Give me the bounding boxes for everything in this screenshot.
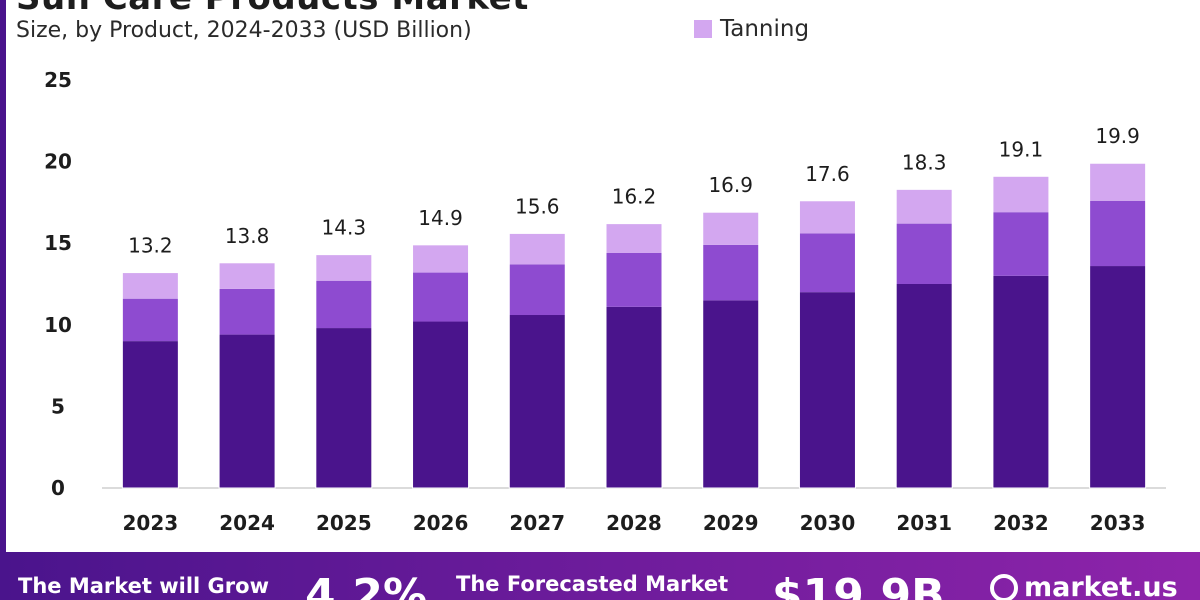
bar-segment	[1089, 163, 1146, 201]
bar-total-label: 15.6	[515, 194, 560, 218]
x-tick-label: 2027	[509, 511, 565, 535]
bar-segment	[896, 284, 953, 488]
bar-segment	[219, 334, 276, 488]
legend: Tanning	[694, 16, 809, 42]
bar-segment	[606, 252, 662, 307]
bar-segment	[122, 341, 179, 488]
bar-segment	[315, 328, 372, 488]
bar-total-label: 19.9	[1095, 124, 1140, 148]
x-tick-label: 2032	[993, 511, 1049, 535]
bar-segment	[702, 300, 759, 488]
y-tick-label: 15	[44, 231, 72, 255]
bar-total-label: 14.9	[418, 206, 463, 230]
bar-total-label: 16.9	[708, 173, 753, 197]
x-tick-label: 2025	[316, 511, 372, 535]
x-tick-label: 2024	[219, 511, 275, 535]
bar-total-label: 18.3	[902, 150, 947, 174]
x-tick-label: 2033	[1090, 511, 1146, 535]
bar-outline	[218, 262, 276, 489]
bar-segment	[412, 244, 469, 273]
bar-segment	[412, 321, 469, 488]
bar-segment	[702, 212, 759, 245]
bar-outline	[992, 175, 1050, 489]
footer-banner: The Market will Grow 4.2% The Forecasted…	[0, 552, 1200, 600]
bar-segment	[509, 264, 566, 316]
bar-segment	[702, 244, 759, 301]
bar-segment	[412, 272, 469, 322]
legend-swatch-tanning	[694, 20, 712, 38]
x-tick-label: 2031	[896, 511, 952, 535]
y-tick-label: 0	[51, 476, 65, 500]
footer-market-value: $19.9B	[772, 570, 945, 600]
chart-subtitle: Size, by Product, 2024-2033 (USD Billion…	[16, 18, 472, 43]
bar-total-label: 13.8	[225, 224, 270, 248]
bar-outline	[121, 272, 179, 489]
bar-outline	[315, 254, 373, 489]
x-tick-label: 2029	[703, 511, 759, 535]
x-axis-ticks: 2023 2024 2025 2026 2027 2028 2029 2030 2031 2032…	[123, 511, 1146, 535]
x-tick-label: 2028	[606, 511, 662, 535]
left-accent-bar	[0, 0, 6, 552]
bar-total-label: 14.3	[322, 216, 367, 240]
brand-logo-icon	[990, 573, 1018, 600]
bar-segment	[315, 280, 372, 329]
bar-total-label: 16.2	[612, 185, 657, 209]
chart-title: Sun Care Products Market	[16, 0, 529, 18]
bar-outline	[1089, 162, 1147, 489]
y-tick-label: 5	[51, 394, 65, 418]
bar-segment	[1089, 266, 1146, 488]
x-tick-label: 2026	[413, 511, 469, 535]
footer-grow-text: The Market will Grow	[18, 574, 269, 598]
y-tick-label: 25	[44, 68, 72, 92]
bar-segment	[896, 189, 953, 224]
x-tick-label: 2030	[800, 511, 856, 535]
bar-outline	[702, 211, 760, 489]
footer-forecast-text: The Forecasted Market	[456, 572, 729, 596]
bar-segment	[219, 262, 276, 289]
x-tick-label: 2023	[123, 511, 179, 535]
y-tick-label: 10	[44, 313, 72, 337]
bar-segment	[799, 200, 856, 234]
y-axis-ticks: 0 5 10 15 20 25	[44, 68, 72, 500]
bar-outline	[798, 200, 856, 489]
total-labels: 13.2 13.8 14.3 14.9 15.6 16.2 16.9 17.6 18.3 19.1…	[128, 124, 1140, 257]
bar-total-label: 19.1	[999, 137, 1044, 161]
bar-segment	[219, 288, 276, 335]
bar-segment	[509, 315, 566, 488]
bar-total-label: 13.2	[128, 234, 173, 258]
bar-segment	[122, 298, 179, 342]
bar-outline	[508, 232, 566, 489]
bar-total-label: 17.6	[805, 162, 850, 186]
footer-brand: market.us	[990, 572, 1178, 600]
bar-segment	[315, 254, 372, 281]
footer-cagr-value: 4.2%	[305, 570, 428, 600]
bar-segment	[122, 272, 179, 299]
legend-label-tanning: Tanning	[720, 16, 810, 42]
bar-segment	[1089, 200, 1146, 267]
bar-outline	[895, 188, 953, 489]
y-tick-label: 20	[44, 150, 72, 174]
bar-segment	[992, 176, 1049, 213]
bar-outline	[412, 244, 470, 489]
bar-series	[121, 162, 1147, 489]
bar-segment	[992, 275, 1049, 488]
bar-segment	[799, 292, 856, 488]
bar-segment	[896, 223, 953, 284]
footer-brand-text: market.us	[1024, 572, 1178, 600]
bar-segment	[606, 306, 662, 488]
bar-segment	[799, 233, 856, 293]
bar-outline	[605, 223, 663, 489]
bar-segment	[992, 212, 1049, 276]
bar-segment	[509, 233, 566, 265]
bar-segment	[606, 223, 662, 253]
